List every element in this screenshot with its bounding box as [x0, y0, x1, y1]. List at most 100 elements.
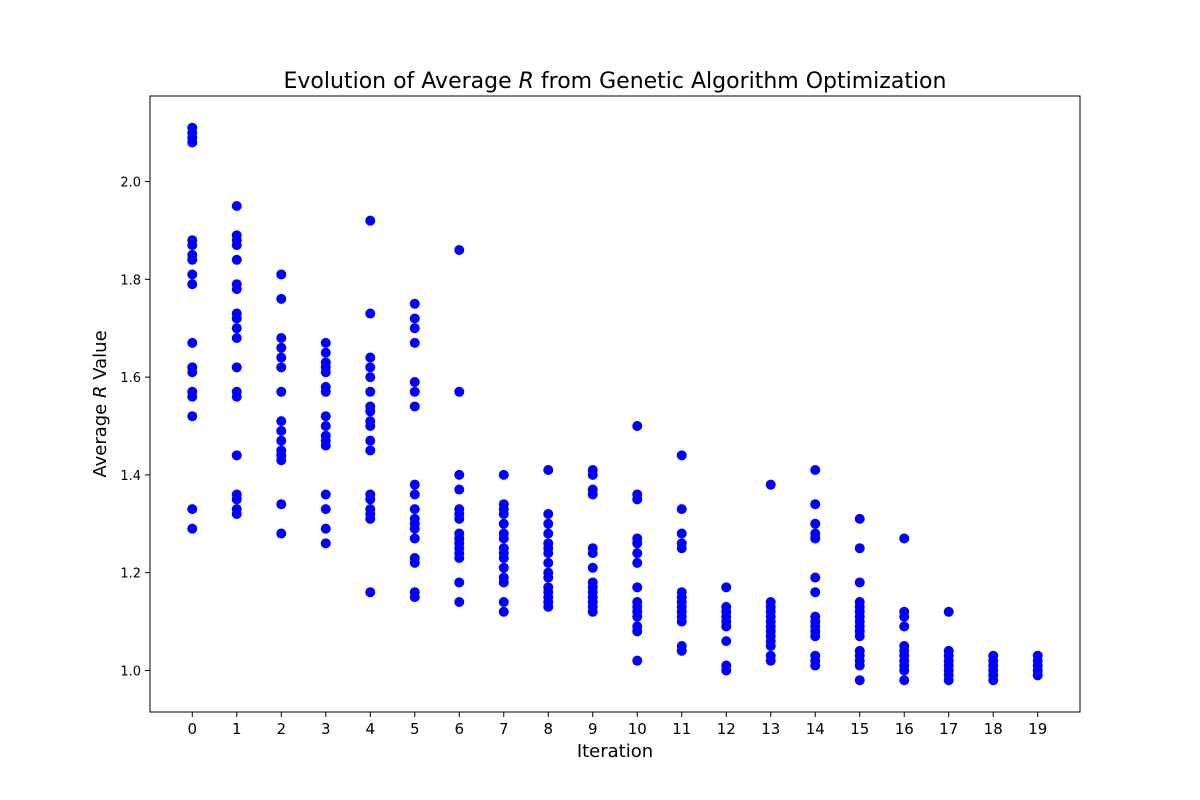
data-point	[810, 631, 821, 642]
data-point	[320, 421, 331, 431]
y-tick-label: 1.4	[120, 469, 141, 484]
x-tick-label: 7	[499, 720, 509, 738]
data-point	[231, 254, 242, 265]
data-point	[320, 489, 331, 500]
data-point	[810, 533, 821, 544]
data-point	[365, 215, 376, 226]
data-point	[365, 421, 376, 431]
data-point	[676, 645, 687, 656]
plot-frame	[149, 95, 1081, 713]
data-point	[899, 611, 910, 622]
data-point	[409, 313, 420, 324]
data-point	[231, 509, 242, 519]
data-point	[409, 504, 420, 515]
x-tick-label: 2	[276, 720, 286, 738]
data-point	[587, 489, 598, 500]
data-point	[276, 342, 287, 353]
y-tick-label: 1.2	[120, 567, 141, 582]
data-point	[721, 636, 732, 647]
data-point	[320, 440, 331, 451]
data-point	[276, 352, 287, 363]
data-point	[276, 293, 287, 304]
x-tick-label: 18	[984, 720, 1003, 738]
x-tick-label: 12	[717, 720, 736, 738]
data-point	[721, 582, 732, 593]
data-point	[320, 504, 331, 515]
data-point	[365, 372, 376, 383]
data-point	[676, 504, 687, 515]
data-point	[187, 367, 198, 378]
x-tick-label: 19	[1028, 720, 1047, 738]
data-point	[454, 469, 465, 480]
data-point	[187, 240, 198, 251]
data-point	[632, 421, 643, 431]
data-point	[231, 362, 242, 373]
data-point	[409, 337, 420, 348]
data-point	[231, 201, 242, 211]
data-point	[1032, 670, 1043, 681]
data-point	[899, 533, 910, 544]
data-point	[454, 513, 465, 524]
x-tick-label: 10	[628, 720, 647, 738]
x-tick-label: 8	[543, 720, 553, 738]
x-tick-label: 4	[365, 720, 375, 738]
data-point	[320, 523, 331, 534]
data-point	[543, 509, 554, 519]
data-point	[810, 572, 821, 583]
data-point	[543, 601, 554, 612]
x-tick-label: 14	[806, 720, 825, 738]
data-point	[498, 562, 509, 573]
x-tick-label: 1	[232, 720, 242, 738]
data-point	[365, 587, 376, 598]
data-point	[543, 518, 554, 529]
data-point	[498, 518, 509, 529]
data-point	[187, 391, 198, 402]
data-point	[543, 465, 554, 475]
data-point	[498, 597, 509, 607]
data-points	[187, 122, 1043, 686]
data-point	[943, 675, 954, 686]
data-point	[676, 616, 687, 627]
data-point	[231, 333, 242, 343]
data-point	[409, 523, 420, 534]
data-point	[276, 425, 287, 436]
x-axis-label: Iteration	[577, 741, 653, 762]
data-point	[498, 533, 509, 544]
data-point	[810, 660, 821, 671]
data-point	[365, 352, 376, 363]
data-point	[409, 298, 420, 309]
data-point	[276, 455, 287, 466]
x-tick-label: 17	[939, 720, 958, 738]
data-point	[231, 450, 242, 461]
y-axis-label: Average R Value	[90, 330, 111, 477]
data-point	[587, 606, 598, 617]
data-point	[409, 592, 420, 603]
data-point	[187, 137, 198, 148]
data-point	[765, 641, 776, 651]
data-point	[810, 499, 821, 510]
data-point	[187, 269, 198, 280]
data-point	[632, 494, 643, 505]
data-point	[854, 631, 865, 642]
x-tick-label: 15	[850, 720, 869, 738]
data-point	[810, 465, 821, 475]
data-point	[988, 675, 999, 686]
data-point	[676, 450, 687, 461]
data-point	[231, 391, 242, 402]
x-tick-label: 0	[187, 720, 197, 738]
data-point	[543, 548, 554, 559]
data-point	[899, 675, 910, 686]
y-tick-label: 1.6	[120, 371, 141, 386]
data-point	[587, 562, 598, 573]
data-point	[632, 655, 643, 666]
data-point	[854, 675, 865, 686]
data-point	[943, 606, 954, 617]
data-point	[409, 479, 420, 490]
data-point	[454, 245, 465, 255]
data-point	[854, 660, 865, 671]
data-point	[409, 386, 420, 397]
data-point	[409, 557, 420, 568]
x-tick-label: 5	[410, 720, 420, 738]
data-point	[276, 386, 287, 397]
